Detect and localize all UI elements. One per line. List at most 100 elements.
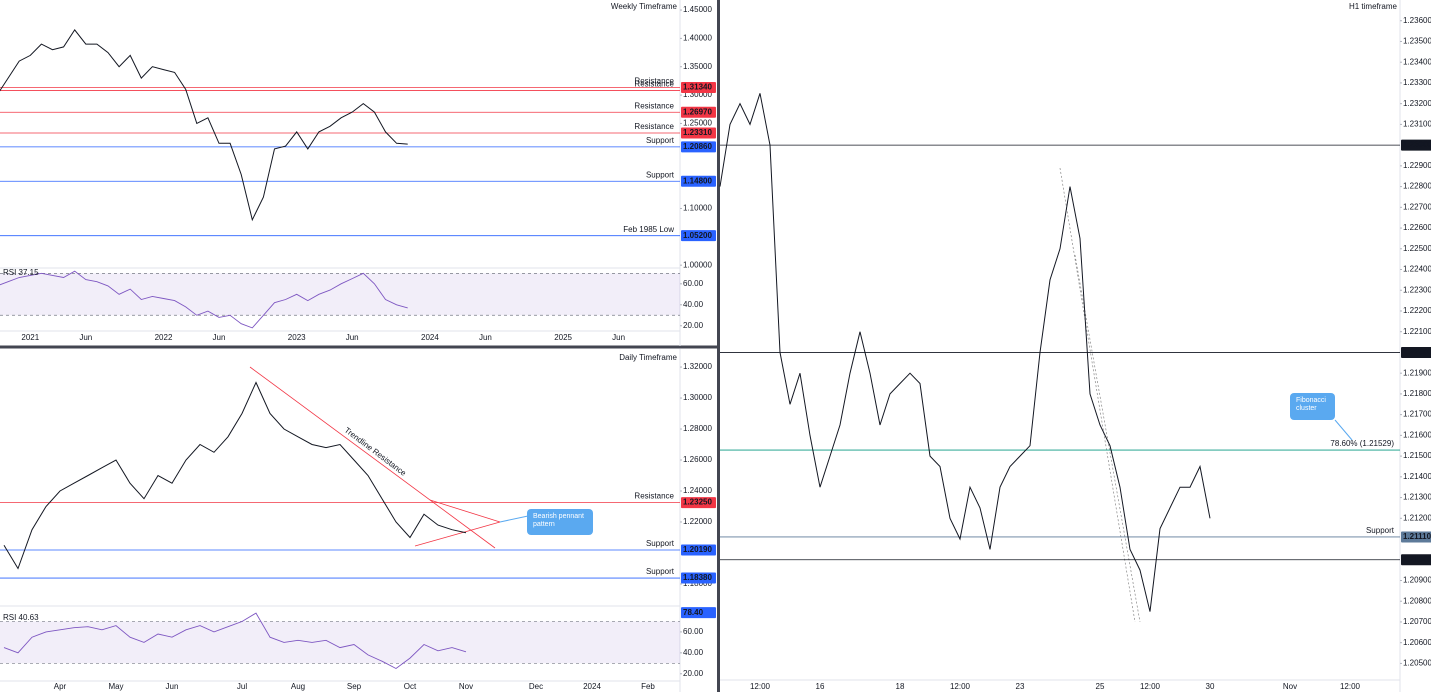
y-tick-label: 1.20700 bbox=[1403, 617, 1431, 626]
x-tick-label: May bbox=[108, 682, 123, 691]
y-tick-label: 1.22800 bbox=[1403, 182, 1431, 191]
x-tick-label: Apr bbox=[54, 682, 67, 691]
rsi-tag-label: 78.40 bbox=[683, 608, 704, 617]
y-tick-label: 1.30000 bbox=[683, 393, 712, 402]
y-tick-label: 1.22400 bbox=[1403, 265, 1431, 274]
rsi-band bbox=[0, 273, 680, 316]
y-tick-label: 1.21700 bbox=[1403, 410, 1431, 419]
rsi-line bbox=[3, 612, 467, 670]
x-tick-label: 25 bbox=[1096, 682, 1105, 691]
y-tick-label: 1.20600 bbox=[1403, 638, 1431, 647]
x-tick-label: 2025 bbox=[554, 333, 572, 342]
y-tick-label: 1.21600 bbox=[1403, 430, 1431, 439]
price-line bbox=[719, 93, 1211, 612]
x-tick-label: 23 bbox=[1016, 682, 1025, 691]
callout: Fibonacci cluster bbox=[1290, 393, 1335, 420]
x-tick-label: Dec bbox=[529, 682, 543, 691]
price-tag-label: 1.18380 bbox=[683, 573, 712, 582]
level-label: Feb 1985 Low bbox=[623, 225, 674, 234]
price-tag bbox=[681, 230, 716, 242]
rsi-tick-label: 20.00 bbox=[683, 669, 704, 678]
trendline bbox=[249, 366, 496, 549]
callout: Bearish pennant pattern bbox=[527, 509, 593, 535]
rsi-line bbox=[0, 270, 408, 329]
y-tick-label: 1.24000 bbox=[683, 486, 712, 495]
level-label: Resistance bbox=[634, 80, 674, 89]
y-tick-label: 1.25000 bbox=[683, 119, 712, 128]
x-tick-label: 2021 bbox=[21, 333, 39, 342]
price-tag-label: 1.14800 bbox=[683, 176, 712, 185]
rsi-tag bbox=[681, 607, 716, 619]
rsi-label: RSI 40.63 bbox=[3, 613, 39, 622]
chart-title: Weekly Timeframe bbox=[611, 2, 678, 11]
y-tick-label: 1.22700 bbox=[1403, 202, 1431, 211]
level-label: Support bbox=[646, 170, 675, 179]
price-tag-label: 1.26970 bbox=[683, 107, 712, 116]
price-tag-label: 1.21000 bbox=[1403, 555, 1431, 564]
pennant-line bbox=[429, 499, 501, 523]
price-tag-label: 1.21110 bbox=[1403, 532, 1431, 541]
x-tick-label: 16 bbox=[816, 682, 825, 691]
price-tag bbox=[681, 127, 716, 139]
rsi-label: RSI 37.15 bbox=[3, 268, 39, 277]
y-tick-label: 1.23200 bbox=[1403, 99, 1431, 108]
price-tag bbox=[1401, 139, 1431, 151]
price-tag bbox=[681, 141, 716, 153]
price-line bbox=[0, 29, 408, 222]
y-tick-label: 1.22200 bbox=[1403, 306, 1431, 315]
x-tick-label: 12:00 bbox=[950, 682, 971, 691]
y-tick-label: 1.45000 bbox=[683, 5, 712, 14]
price-tag-label: 1.23250 bbox=[683, 498, 712, 507]
rsi-tick-label: 60.00 bbox=[683, 279, 704, 288]
x-tick-label: Nov bbox=[1283, 682, 1297, 691]
level-label: Resistance bbox=[634, 122, 674, 131]
callout-pointer bbox=[499, 515, 529, 523]
x-tick-label: 2022 bbox=[155, 333, 173, 342]
y-tick-label: 1.10000 bbox=[683, 204, 712, 213]
x-tick-label: Jun bbox=[166, 682, 179, 691]
price-tag-label: 1.05200 bbox=[683, 231, 712, 240]
level-label: Resistance bbox=[634, 77, 674, 86]
price-tag bbox=[681, 175, 716, 187]
x-tick-label: Jun bbox=[79, 333, 92, 342]
level-label: Support bbox=[646, 136, 675, 145]
x-tick-label: Jun bbox=[213, 333, 226, 342]
x-tick-label: Feb bbox=[641, 682, 655, 691]
y-tick-label: 1.00000 bbox=[683, 260, 712, 269]
x-tick-label: Nov bbox=[459, 682, 473, 691]
price-tag-label: 1.23310 bbox=[683, 128, 712, 137]
price-tag-label: 1.20190 bbox=[683, 545, 712, 554]
y-tick-label: 1.20900 bbox=[1403, 576, 1431, 585]
x-tick-label: 2024 bbox=[583, 682, 601, 691]
y-tick-label: 1.35000 bbox=[683, 62, 712, 71]
x-tick-label: Aug bbox=[291, 682, 305, 691]
y-tick-label: 1.22000 bbox=[683, 517, 712, 526]
y-tick-label: 1.23300 bbox=[1403, 78, 1431, 87]
price-tag-label: 1.31340 bbox=[683, 83, 712, 92]
x-tick-label: Jun bbox=[479, 333, 492, 342]
level-label: Resistance bbox=[634, 101, 674, 110]
level-label: Resistance bbox=[634, 492, 674, 501]
chart-title: H1 timeframe bbox=[1349, 2, 1398, 11]
y-tick-label: 1.21400 bbox=[1403, 472, 1431, 481]
price-tag bbox=[1401, 346, 1431, 358]
price-tag bbox=[1401, 531, 1431, 543]
y-tick-label: 1.20500 bbox=[1403, 659, 1431, 668]
y-tick-label: 1.21300 bbox=[1403, 493, 1431, 502]
x-tick-label: 12:00 bbox=[1140, 682, 1161, 691]
price-tag bbox=[681, 497, 716, 509]
price-tag bbox=[681, 544, 716, 556]
y-tick-label: 1.21500 bbox=[1403, 451, 1431, 460]
y-tick-label: 1.21800 bbox=[1403, 389, 1431, 398]
y-tick-label: 1.22500 bbox=[1403, 244, 1431, 253]
y-tick-label: 1.22900 bbox=[1403, 161, 1431, 170]
y-tick-label: 1.23500 bbox=[1403, 37, 1431, 46]
x-tick-label: 2024 bbox=[421, 333, 439, 342]
fib-guide bbox=[1059, 167, 1136, 623]
y-tick-label: 1.32000 bbox=[683, 362, 712, 371]
y-tick-label: 1.21200 bbox=[1403, 513, 1431, 522]
x-tick-label: Jun bbox=[612, 333, 625, 342]
y-tick-label: 1.20800 bbox=[1403, 596, 1431, 605]
